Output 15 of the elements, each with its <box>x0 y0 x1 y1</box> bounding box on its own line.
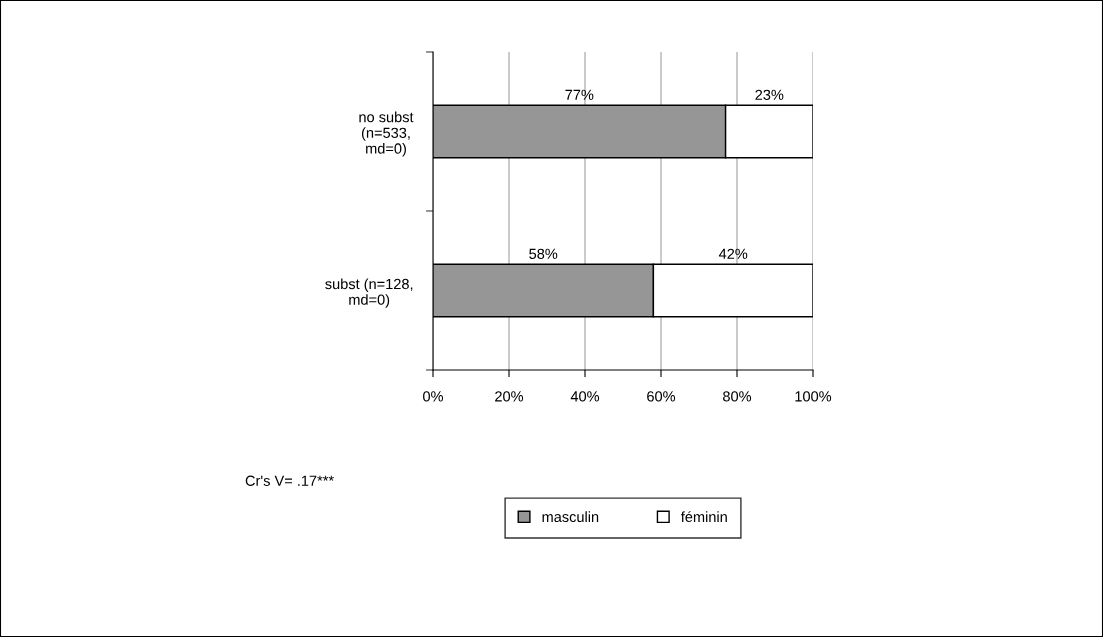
data-label: 23% <box>755 89 784 100</box>
legend-label: masculin <box>542 511 599 523</box>
x-tick-label: 100% <box>795 391 832 402</box>
x-tick-label: 60% <box>647 391 676 402</box>
text: Cr's V= .17*** <box>245 475 334 486</box>
legend-label: féminin <box>680 511 727 523</box>
data-label: 58% <box>529 248 558 259</box>
x-tick-label: 20% <box>495 391 524 402</box>
x-tick-label: 0% <box>423 391 444 402</box>
x-tick-label: 80% <box>723 391 752 402</box>
data-label: 77% <box>565 89 594 100</box>
x-tick-label: 40% <box>570 391 600 402</box>
y-tick-label: no subst (n=533, md=0) <box>359 111 414 157</box>
y-tick-label: subst (n=128, md=0) <box>325 278 413 308</box>
data-label: 42% <box>718 248 748 259</box>
